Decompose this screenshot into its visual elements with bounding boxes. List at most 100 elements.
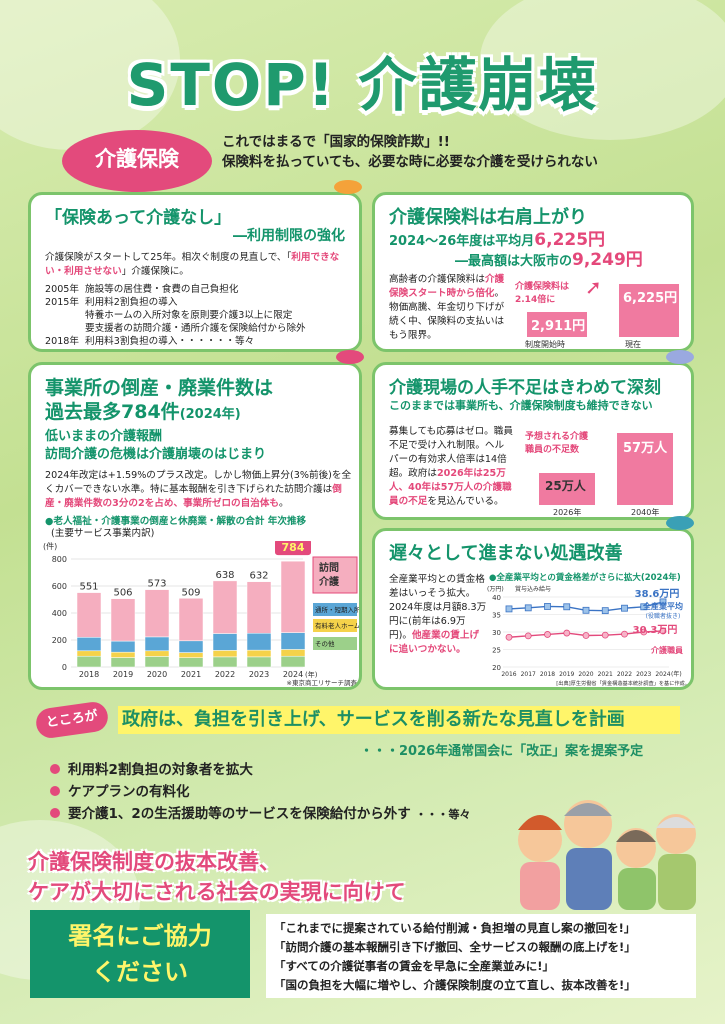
card-title: 事業所の倒産・廃業件数は (45, 377, 274, 399)
x-tick-label: 2021 (181, 670, 201, 679)
y-unit-sub: 賞与込み給与 (515, 585, 551, 593)
gov-item: 利用料2割負担の対象者を拡大 (50, 758, 253, 778)
bar-segment (110, 657, 136, 668)
value-label-all: 38.6万円 (635, 588, 680, 600)
wage-chart: (万円) 賞与込み給与 20 25 30 35 40 2016 2017 2018 2019 2020… (487, 585, 690, 687)
history-row: 要支援者の訪問介護・通所介護を保険給付から除外 (45, 322, 355, 335)
y-tick-label: 25 (492, 647, 501, 655)
text: 全産業平均との賃金格差はいっそう拡大。2024年度は月額8.3万円に(前年は6.… (389, 574, 487, 641)
text: 介護保険がスタートして25年。相次ぐ制度の見直しで、「 (45, 252, 292, 263)
premium-chart: 2,911円 6,225円 介護保険料は2.14倍に ➚ 制度開始時 現在 (515, 271, 690, 349)
data-point (563, 603, 571, 611)
data-point (659, 598, 667, 606)
data-point (505, 605, 513, 613)
bar-segment (246, 633, 272, 651)
x-tick-label: 2020 (578, 671, 593, 678)
card-title: 介護現場の人手不足はきわめて深刻 (389, 378, 661, 398)
card-title: 「保険あって介護なし」 (45, 208, 232, 228)
demand-item: 「これまでに提案されている給付削減・負担増の見直し案の撤回を!」 (274, 921, 636, 935)
closure-chart: (件) 0 200 400 600 800 551 2018 506 2019 573 2020 509… (43, 541, 361, 687)
gov-subline: ・・・2026年通常国会に「改正」案を提案予定 (360, 744, 644, 759)
premium-average: 2024〜26年度は平均月6,225円 (389, 225, 605, 250)
data-point (544, 631, 551, 638)
gov-item: 要介護1、2の生活援助等のサービスを保険給付から外す ・・・等々 (50, 802, 471, 822)
demand-item: 「すべての介護従事者の賃金を早急に全産業並みに!」 (274, 959, 554, 973)
x-tick-label: 2019 (113, 670, 133, 679)
reform-line: 介護保険制度の抜本改善、 (28, 850, 280, 874)
bar-segment (178, 652, 204, 658)
x-tick-label: 2018 (79, 670, 99, 679)
card-body: 高齢者の介護保険料は介護保険スタート時から倍化。物価高騰、年金切り下げが続く中、… (389, 273, 507, 343)
text: 2024年改定は+1.59%のプラス改定。しかし物価上昇分(3%前後)を全くカバ… (45, 470, 352, 495)
y-tick-label: 400 (52, 609, 67, 618)
item-text: ケアプランの有料化 (68, 784, 190, 800)
legend-label: その他 (315, 639, 335, 648)
year (45, 322, 85, 335)
card-closures: 事業所の倒産・廃業件数は 過去最多784件(2024年) 低いままの介護報酬 訪… (28, 362, 362, 690)
value-label-care: 30.3万円 (633, 624, 678, 636)
card-subtitle: 低いままの介護報酬 (45, 429, 163, 444)
growth-annotation: 介護保険料は2.14倍に (515, 282, 570, 305)
highlight: 他産業の賃上げに追いつかない。 (389, 630, 480, 655)
data-point (640, 628, 648, 636)
highlight: 倒産・廃業件数の3分の2を占め、事業所ゼロの自治体も (45, 484, 342, 509)
x-unit-label: (年) (305, 670, 318, 679)
arrow-icon: ➚ (585, 275, 602, 299)
signature-line: ください (92, 958, 188, 986)
text: 2024〜26年度は平均月 (389, 234, 535, 249)
bar-value-label: 57万人 (623, 440, 668, 456)
bar-total-label: 506 (113, 588, 132, 599)
x-label: 制度開始時 (525, 340, 565, 349)
x-tick-label: 2024 (283, 670, 303, 679)
bar-segment (280, 560, 306, 633)
data-point (524, 604, 532, 612)
value: 9,249円 (572, 250, 643, 270)
text: を見込んでいる。 (427, 496, 504, 507)
bar-total-label: 509 (181, 587, 200, 598)
card-subtitle: 訪問介護の危機は介護崩壊のはじまり (45, 447, 267, 462)
data-point (524, 632, 532, 640)
card-title: 遅々として進まない処遇改善 (389, 543, 623, 564)
intro-line: これではまるで「国家的保険詐欺」!! (222, 134, 450, 150)
staff-chart: 予想される介護職員の不足数 25万人 57万人 2026年 2040年 (525, 425, 685, 517)
legend-swatch (312, 556, 358, 594)
y-tick-label: 20 (492, 664, 501, 672)
topic-tag: 介護保険 (62, 130, 212, 192)
source-note: ※東京商工リサーチ調査 (287, 678, 358, 687)
history-row: 2018年 利用料3割負担の導入・・・・・・等々 (45, 335, 355, 348)
card-body: 募集しても応募はゼロ。職員不足で受け入れ制限。ヘルパーの有効求人倍率は14倍超。… (389, 425, 513, 509)
highlight: 介護保険スタート時から倍化 (389, 274, 505, 299)
text: 。物価高騰、年金切り下げが続く中、保険料の支払いはもう限界。 (389, 288, 505, 341)
bar-segment (110, 598, 136, 642)
y-tick-label: 200 (52, 636, 67, 645)
legend-label: 通所・短期入所 (315, 605, 361, 614)
data-point (544, 603, 551, 610)
bar-value-label: 2,911円 (531, 319, 586, 335)
text: 。 (279, 498, 289, 509)
data-point (505, 633, 513, 641)
history-list: 2005年 施設等の居住費・食費の自己負担化 2015年 利用料2割負担の導入 特養… (45, 283, 355, 348)
history-row: 2005年 施設等の居住費・食費の自己負担化 (45, 283, 355, 296)
shortage-annotation: 予想される介護職員の不足数 (525, 432, 589, 455)
elderly-people-illustration (518, 800, 696, 910)
text: ―最高額は大阪市の (455, 254, 573, 269)
value: 784件 (121, 401, 180, 423)
x-label: 2040年 (631, 508, 660, 517)
bar-segment (76, 592, 102, 638)
series-label-all-sub: (役職者抜き) (646, 612, 681, 620)
x-label: 2026年 (553, 508, 582, 517)
bar-segment (280, 632, 306, 650)
item-text: 要介護1、2の生活援助等のサービスを保険給付から外す (68, 806, 411, 822)
bar-segment (246, 649, 272, 658)
bar-segment (212, 633, 238, 651)
legend-label: 有料老人ホーム (315, 621, 361, 630)
bullet-icon (50, 786, 60, 796)
legend-label: 訪問 (319, 561, 339, 574)
chart-title: ●全産業平均との賃金格差がさらに拡大(2024年) (489, 573, 681, 583)
year: 2005年 (45, 284, 80, 295)
signature-banner: 署名にご協力 ください (30, 910, 250, 998)
bullet-icon (50, 808, 60, 818)
highlight: 利用できない・利用させない (45, 252, 340, 277)
bar-segment (246, 656, 272, 668)
bar-segment (178, 598, 204, 642)
